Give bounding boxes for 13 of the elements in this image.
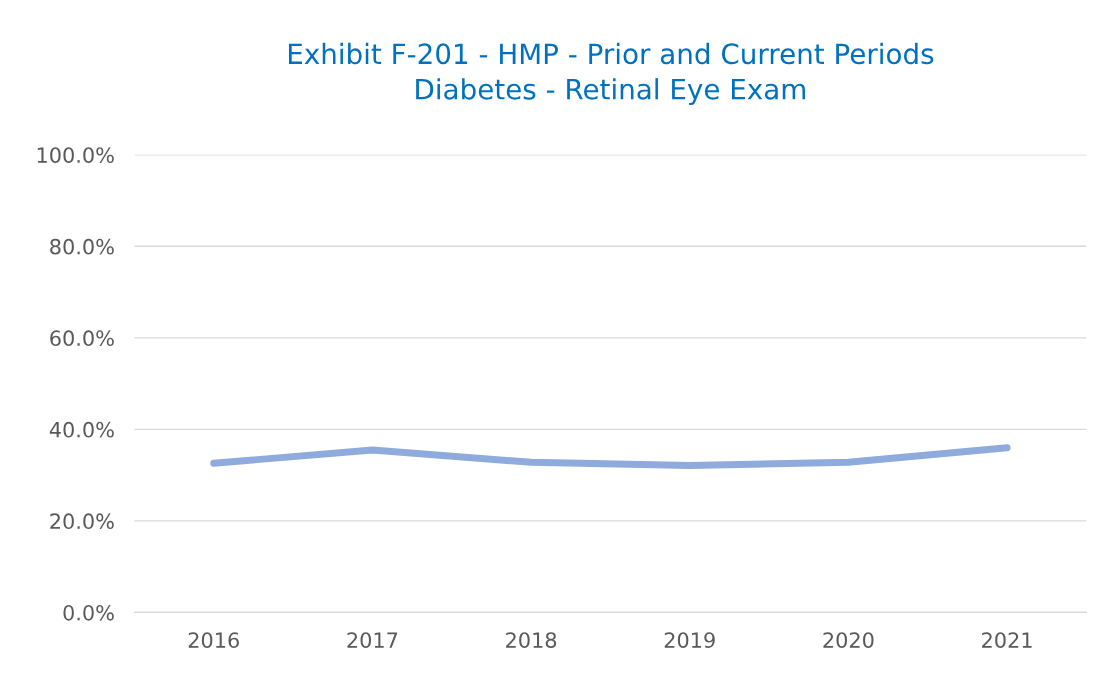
x-tick-label: 2019 — [664, 632, 715, 648]
y-tick-label: 100.0% — [37, 147, 114, 163]
chart-title: Exhibit F-201 - HMP - Prior and Current Periods Diabetes - Retinal Eye Exam — [288, 42, 934, 106]
x-tick-label: 2017 — [347, 632, 398, 648]
x-tick-label: 2021 — [982, 632, 1032, 648]
x-tick-label: 2018 — [506, 632, 557, 648]
y-tick-label: 40.0% — [49, 421, 114, 438]
y-tick-label: 60.0% — [50, 330, 114, 347]
x-tick-label: 2020 — [823, 632, 874, 648]
y-tick-label: 20.0% — [50, 513, 114, 530]
y-tick-label: 80.0% — [50, 238, 114, 255]
y-tick-label: 0.0% — [63, 604, 114, 621]
x-tick-label: 2016 — [188, 632, 239, 648]
